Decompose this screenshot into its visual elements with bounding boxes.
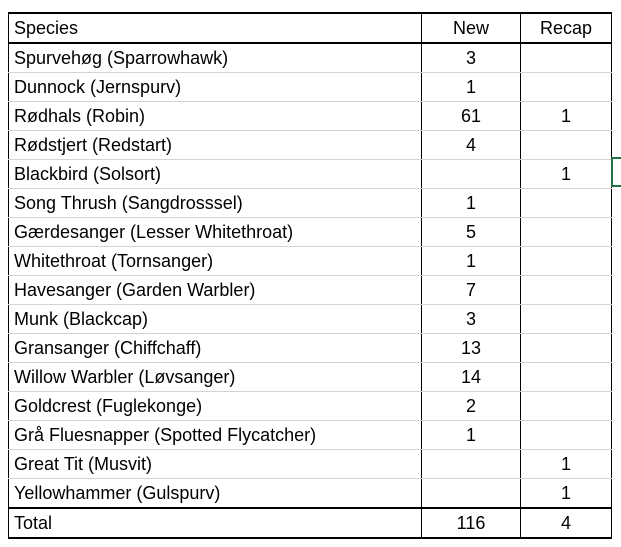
recap-count-cell[interactable] — [520, 188, 612, 218]
new-count-cell[interactable]: 1 — [421, 420, 521, 450]
table-row: Rødhals (Robin) 61 1 — [8, 101, 612, 131]
species-cell[interactable]: Dunnock (Jernspurv) — [8, 72, 422, 102]
recap-count-cell[interactable] — [520, 391, 612, 421]
column-header-species[interactable]: Species — [8, 12, 422, 44]
new-count-cell[interactable]: 1 — [421, 72, 521, 102]
species-cell[interactable]: Gransanger (Chiffchaff) — [8, 333, 422, 363]
spreadsheet: Species New Recap Spurvehøg (Sparrowhawk… — [8, 12, 612, 539]
recap-count-cell[interactable] — [520, 304, 612, 334]
recap-count-cell[interactable] — [520, 217, 612, 247]
recap-count-cell[interactable]: 1 — [520, 101, 612, 131]
column-header-recap[interactable]: Recap — [520, 12, 612, 44]
species-cell[interactable]: Blackbird (Solsort) — [8, 159, 422, 189]
table-footer: Total 116 4 — [8, 507, 612, 539]
new-count-cell[interactable]: 1 — [421, 246, 521, 276]
new-count-cell[interactable]: 3 — [421, 304, 521, 334]
table-header: Species New Recap — [8, 12, 612, 44]
species-cell[interactable]: Goldcrest (Fuglekonge) — [8, 391, 422, 421]
table-row: Song Thrush (Sangdrosssel) 1 — [8, 188, 612, 218]
recap-count-cell[interactable] — [520, 362, 612, 392]
table-row: Whitethroat (Tornsanger) 1 — [8, 246, 612, 276]
new-count-cell[interactable]: 2 — [421, 391, 521, 421]
new-count-cell[interactable]: 61 — [421, 101, 521, 131]
new-count-cell[interactable] — [421, 449, 521, 479]
species-cell[interactable]: Gærdesanger (Lesser Whitethroat) — [8, 217, 422, 247]
recap-count-cell[interactable] — [520, 333, 612, 363]
table-row: Grå Fluesnapper (Spotted Flycatcher) 1 — [8, 420, 612, 450]
table-body: Spurvehøg (Sparrowhawk) 3 Dunnock (Jernspu… — [8, 42, 612, 509]
table-row: Havesanger (Garden Warbler) 7 — [8, 275, 612, 305]
table-row: Dunnock (Jernspurv) 1 — [8, 72, 612, 102]
species-cell[interactable]: Rødhals (Robin) — [8, 101, 422, 131]
recap-count-cell[interactable]: 1 — [520, 449, 612, 479]
new-count-cell[interactable]: 5 — [421, 217, 521, 247]
table-row: Munk (Blackcap) 3 — [8, 304, 612, 334]
species-cell[interactable]: Willow Warbler (Løvsanger) — [8, 362, 422, 392]
total-recap-cell[interactable]: 4 — [520, 507, 612, 539]
species-cell[interactable]: Rødstjert (Redstart) — [8, 130, 422, 160]
recap-count-cell[interactable] — [520, 420, 612, 450]
total-new-cell[interactable]: 116 — [421, 507, 521, 539]
recap-count-cell[interactable] — [520, 42, 612, 73]
species-count-table: Species New Recap Spurvehøg (Sparrowhawk… — [8, 12, 612, 539]
table-row: Rødstjert (Redstart) 4 — [8, 130, 612, 160]
recap-count-cell[interactable]: 1 — [520, 159, 612, 189]
table-row: Gransanger (Chiffchaff) 13 — [8, 333, 612, 363]
species-cell[interactable]: Yellowhammer (Gulspurv) — [8, 478, 422, 509]
total-row: Total 116 4 — [8, 507, 612, 539]
recap-count-cell[interactable] — [520, 130, 612, 160]
species-cell[interactable]: Great Tit (Musvit) — [8, 449, 422, 479]
table-row: Goldcrest (Fuglekonge) 2 — [8, 391, 612, 421]
species-cell[interactable]: Munk (Blackcap) — [8, 304, 422, 334]
species-cell[interactable]: Whitethroat (Tornsanger) — [8, 246, 422, 276]
recap-count-cell[interactable]: 1 — [520, 478, 612, 509]
active-cell-selection[interactable] — [611, 157, 621, 187]
header-row: Species New Recap — [8, 12, 612, 44]
new-count-cell[interactable] — [421, 478, 521, 509]
table-row: Great Tit (Musvit) 1 — [8, 449, 612, 479]
species-cell[interactable]: Havesanger (Garden Warbler) — [8, 275, 422, 305]
recap-count-cell[interactable] — [520, 72, 612, 102]
new-count-cell[interactable]: 3 — [421, 42, 521, 73]
new-count-cell[interactable]: 7 — [421, 275, 521, 305]
table-row: Willow Warbler (Løvsanger) 14 — [8, 362, 612, 392]
new-count-cell[interactable]: 1 — [421, 188, 521, 218]
column-header-new[interactable]: New — [421, 12, 521, 44]
recap-count-cell[interactable] — [520, 275, 612, 305]
new-count-cell[interactable]: 13 — [421, 333, 521, 363]
table-row: Yellowhammer (Gulspurv) 1 — [8, 478, 612, 509]
total-label-cell[interactable]: Total — [8, 507, 422, 539]
species-cell[interactable]: Grå Fluesnapper (Spotted Flycatcher) — [8, 420, 422, 450]
species-cell[interactable]: Song Thrush (Sangdrosssel) — [8, 188, 422, 218]
recap-count-cell[interactable] — [520, 246, 612, 276]
new-count-cell[interactable] — [421, 159, 521, 189]
new-count-cell[interactable]: 14 — [421, 362, 521, 392]
table-row: Spurvehøg (Sparrowhawk) 3 — [8, 42, 612, 73]
table-row: Gærdesanger (Lesser Whitethroat) 5 — [8, 217, 612, 247]
new-count-cell[interactable]: 4 — [421, 130, 521, 160]
species-cell[interactable]: Spurvehøg (Sparrowhawk) — [8, 42, 422, 73]
table-row: Blackbird (Solsort) 1 — [8, 159, 612, 189]
